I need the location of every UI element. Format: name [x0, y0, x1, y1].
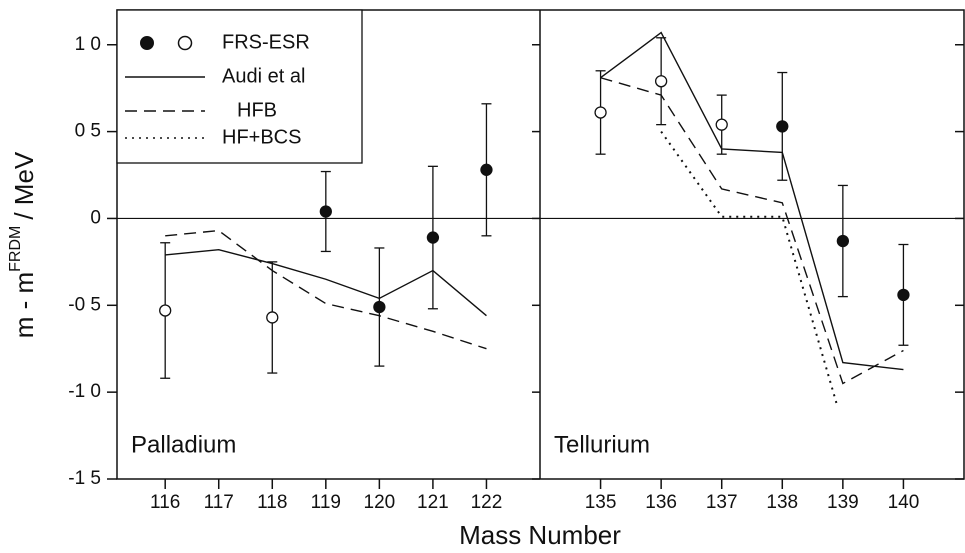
x-tick-label: 119: [311, 492, 341, 513]
data-point: [776, 120, 789, 133]
x-tick-label: 135: [585, 492, 617, 513]
panel-label: Tellurium: [554, 431, 650, 458]
x-tick-label: 140: [888, 492, 920, 513]
legend-box: [116, 9, 363, 164]
y-tick-label: 0 5: [75, 121, 101, 142]
y-tick-label: -0 5: [68, 294, 101, 315]
legend-marker: [177, 35, 193, 51]
x-tick-label: 137: [706, 492, 738, 513]
y-tick-label: -1 0: [68, 381, 101, 402]
x-tick-label: 136: [645, 492, 677, 513]
series-line: [165, 229, 487, 350]
y-tick-label: 0: [90, 207, 101, 228]
x-tick-label: 117: [204, 492, 234, 513]
legend-label: HF+BCS: [222, 126, 301, 148]
data-point: [159, 304, 172, 317]
y-tick-label: 1 0: [75, 34, 101, 55]
x-tick-label: 122: [471, 492, 503, 513]
y-label-main: m - m: [9, 272, 39, 338]
data-point: [594, 106, 607, 119]
series-line: [600, 31, 904, 371]
x-tick-label: 121: [417, 492, 449, 513]
data-point: [266, 311, 279, 324]
data-point: [897, 288, 910, 302]
series-line: [165, 249, 487, 317]
x-tick-label: 120: [364, 492, 396, 513]
y-label-sup: FRDM: [7, 226, 24, 272]
data-point: [319, 205, 332, 218]
x-tick-label: 139: [827, 492, 859, 513]
data-point: [373, 300, 386, 314]
x-tick-label: 138: [766, 492, 798, 513]
y-axis-label: m - mFRDM / MeV: [7, 151, 39, 338]
y-label-unit: / MeV: [9, 151, 39, 220]
data-point: [654, 75, 668, 88]
data-point: [715, 118, 728, 131]
x-tick-label: 116: [150, 492, 180, 513]
legend-label: Audi et al: [222, 65, 305, 87]
data-point: [480, 163, 493, 176]
series-line: [660, 131, 838, 405]
x-tick-label: 118: [257, 492, 287, 513]
series-line: [600, 77, 904, 385]
x-axis-label: Mass Number: [459, 520, 621, 550]
data-point: [426, 231, 440, 244]
legend-label: FRS-ESR: [222, 31, 310, 53]
data-point: [836, 234, 850, 248]
y-tick-label: -1 5: [68, 468, 101, 489]
legend-label: HFB: [237, 99, 277, 121]
legend-marker: [140, 36, 154, 50]
panel-label: Palladium: [131, 431, 236, 458]
